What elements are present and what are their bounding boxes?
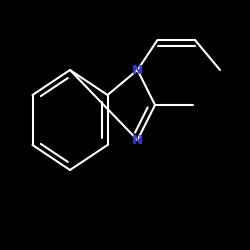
Text: N: N	[132, 64, 143, 76]
Text: N: N	[132, 134, 143, 146]
